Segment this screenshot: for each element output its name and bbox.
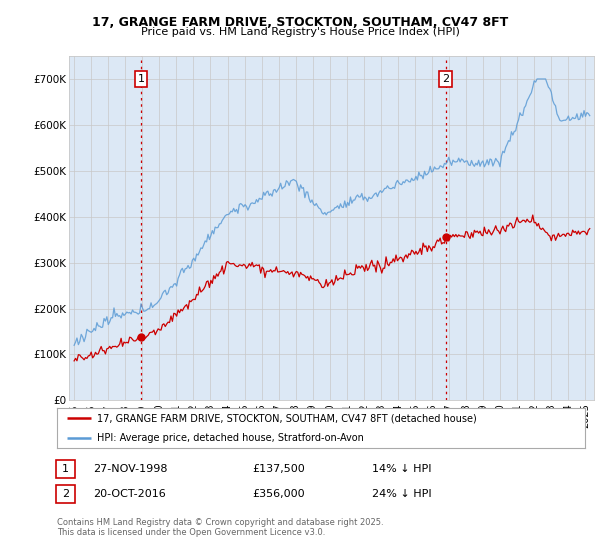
Text: HPI: Average price, detached house, Stratford-on-Avon: HPI: Average price, detached house, Stra… <box>97 432 364 442</box>
Text: Price paid vs. HM Land Registry's House Price Index (HPI): Price paid vs. HM Land Registry's House … <box>140 27 460 38</box>
Text: 2: 2 <box>442 74 449 84</box>
Text: 24% ↓ HPI: 24% ↓ HPI <box>372 489 431 499</box>
Text: 1: 1 <box>137 74 145 84</box>
Text: 20-OCT-2016: 20-OCT-2016 <box>93 489 166 499</box>
Text: 17, GRANGE FARM DRIVE, STOCKTON, SOUTHAM, CV47 8FT: 17, GRANGE FARM DRIVE, STOCKTON, SOUTHAM… <box>92 16 508 29</box>
Text: 1: 1 <box>62 464 69 474</box>
Text: 27-NOV-1998: 27-NOV-1998 <box>93 464 167 474</box>
Text: £356,000: £356,000 <box>252 489 305 499</box>
Text: 14% ↓ HPI: 14% ↓ HPI <box>372 464 431 474</box>
Text: £137,500: £137,500 <box>252 464 305 474</box>
Text: Contains HM Land Registry data © Crown copyright and database right 2025.
This d: Contains HM Land Registry data © Crown c… <box>57 518 383 538</box>
Text: 17, GRANGE FARM DRIVE, STOCKTON, SOUTHAM, CV47 8FT (detached house): 17, GRANGE FARM DRIVE, STOCKTON, SOUTHAM… <box>97 413 476 423</box>
Text: 2: 2 <box>62 489 69 499</box>
